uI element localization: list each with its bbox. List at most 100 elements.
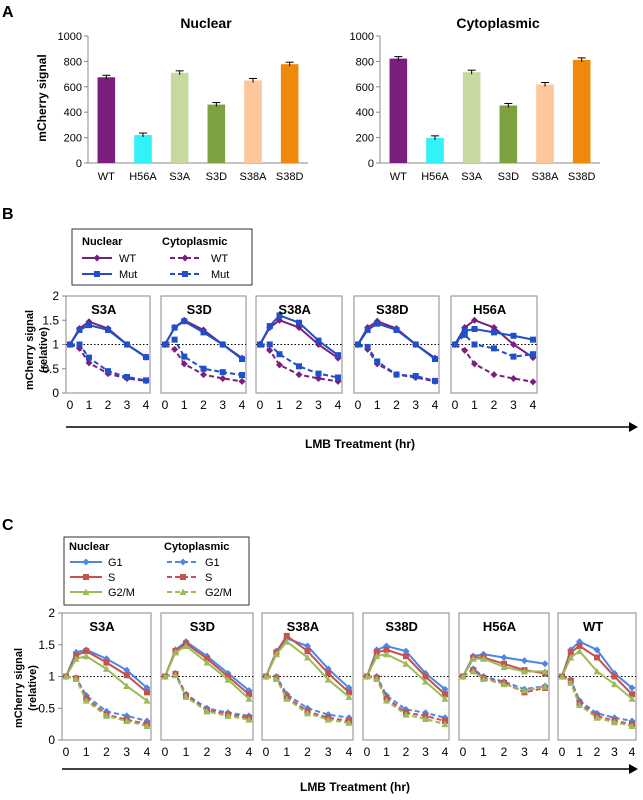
y-tick-label: 1000 — [58, 31, 82, 43]
x-tick-label: 0 — [257, 398, 264, 412]
series-cytoplasmic-mut-point — [162, 341, 168, 348]
series-cytoplasmic-mut-point — [219, 369, 226, 376]
series-cytoplasmic-mut-point — [124, 373, 130, 380]
series-nuclear-mut-point — [276, 312, 283, 319]
series-nuclear-g1-point — [500, 653, 508, 661]
series-nuclear-mut-point — [461, 327, 468, 334]
series-nuclear-s-point — [123, 672, 130, 679]
legend-b-mut-nuclear-marker — [94, 271, 100, 277]
subplot-title: S3A — [91, 302, 117, 317]
series-nuclear-g2-m-point — [373, 652, 381, 660]
series-nuclear-mut-point — [200, 329, 207, 336]
legend-b-wt-cyto-marker — [181, 254, 189, 262]
series-cytoplasmic-mut-point — [143, 377, 149, 384]
series-cytoplasmic-wt-point — [461, 346, 469, 354]
bar-chart-nuclear: Nuclear 0 200 400 600 800 1000 WT H56A S3A S3D S38A… — [58, 15, 308, 183]
series-cytoplasmic-mut-point — [335, 374, 341, 381]
series-cytoplasmic-g2-m-point — [203, 707, 211, 715]
series-cytoplasmic-g2-m-point — [480, 675, 487, 683]
x-tick-label: 4 — [143, 398, 150, 412]
series-cytoplasmic-g2-m-point — [576, 701, 583, 709]
series-cytoplasmic-g2-m-point — [593, 714, 601, 721]
b-subplot-s38a: 0 1 2 3 4 S38A — [255, 295, 343, 412]
series-nuclear-g2-m-point — [500, 663, 508, 670]
series-cytoplasmic-g2-m-point — [567, 679, 575, 686]
panel-label-c: C — [2, 517, 14, 534]
series-nuclear-g2-m-point — [567, 653, 575, 661]
series-nuclear-s-point — [144, 689, 150, 696]
series-cytoplasmic-g2-m-point — [272, 675, 280, 683]
legend-c-g1-nuclear: G1 — [108, 557, 123, 569]
series-nuclear-g1-point — [521, 657, 528, 665]
series-cytoplasmic-mut-point — [105, 368, 111, 375]
x-tick-label: 3 — [611, 745, 618, 759]
series-cytoplasmic-wt-point — [85, 359, 93, 367]
bar-h56a — [134, 135, 152, 163]
series-nuclear-s-point — [103, 659, 110, 666]
panel-b: B Nuclear Cytoplasmic WT Mut WT Mut mChe… — [2, 206, 638, 451]
series-cytoplasmic-mut-point — [471, 341, 478, 348]
legend-c-s-nuclear: S — [108, 572, 115, 584]
series-nuclear-mut-point — [219, 341, 226, 348]
x-tick-label: 4 — [629, 745, 636, 759]
series-nuclear-g2-m-point — [123, 682, 131, 690]
y-tick-label: 400 — [64, 107, 82, 119]
series-nuclear-g2-m-point — [422, 678, 429, 685]
series-nuclear-g1-point — [304, 642, 311, 650]
series-nuclear-wt-point — [471, 316, 478, 324]
series-nuclear-g2-m-point — [402, 660, 410, 667]
series-nuclear-mut-point — [266, 323, 273, 330]
series-nuclear-g2-m-point — [143, 697, 151, 704]
series-nuclear-g1-point — [593, 646, 601, 654]
subplot-title: S3D — [187, 302, 212, 317]
x-tick-label: 1 — [374, 398, 381, 412]
series-nuclear-s-point — [83, 648, 90, 655]
series-cytoplasmic-mut-point — [76, 341, 83, 348]
c-subplot-s3d: 0 1 2 3 4 S3D — [160, 612, 254, 759]
series-cytoplasmic-wt-point — [266, 346, 274, 354]
subplot-title: S3A — [89, 619, 115, 634]
legend-b-mut-nuclear: Mut — [119, 269, 137, 281]
series-nuclear-g1-point — [541, 660, 549, 668]
panel-c-ylabel-line2: (relative) — [27, 665, 39, 711]
x-tick-label: 0 — [263, 745, 270, 759]
series-nuclear-s-point — [594, 654, 600, 661]
x-tick-label: 3 — [510, 398, 517, 412]
bar-s3d — [499, 105, 518, 163]
panel-b-x-arrow — [66, 422, 638, 432]
b-subplot-h56a: 0 1 2 3 4 H56A — [450, 295, 538, 412]
series-cytoplasmic-wt-point — [180, 360, 188, 368]
series-cytoplasmic-g2-m-line — [561, 675, 633, 728]
series-nuclear-mut-point — [432, 356, 438, 363]
legend-c-g1-nuclear-marker — [82, 558, 90, 566]
x-tick-label: S38A — [532, 171, 560, 183]
x-tick-label: 3 — [325, 745, 332, 759]
series-cytoplasmic-wt-point — [315, 374, 322, 382]
series-nuclear-g2-m-point — [82, 652, 90, 660]
x-tick-label: S3A — [461, 171, 482, 183]
x-tick-label: 3 — [315, 398, 322, 412]
x-tick-label: S3A — [169, 171, 190, 183]
x-tick-label: 3 — [412, 398, 419, 412]
series-nuclear-s-point — [373, 649, 380, 656]
x-tick-label: 2 — [403, 745, 410, 759]
legend-c-g1-cyto: G1 — [205, 557, 220, 569]
series-nuclear-g2-m-point — [541, 667, 549, 675]
series-cytoplasmic-mut-point — [374, 358, 381, 365]
series-nuclear-mut-point — [296, 319, 302, 326]
series-cytoplasmic-g2-m-point — [441, 720, 449, 728]
series-nuclear-g1-point — [441, 685, 449, 693]
c-subplot-s38a: 0 1 2 3 4 S38A — [261, 612, 354, 759]
subplot-title: S38A — [287, 619, 320, 634]
chart-title-cytoplasmic: Cytoplasmic — [456, 15, 539, 31]
bar-s38d — [280, 64, 299, 163]
series-cytoplasmic-mut-point — [510, 353, 517, 360]
series-nuclear-g2-m-point — [245, 695, 253, 702]
series-cytoplasmic-mut-point — [393, 371, 400, 378]
c-y-tick-label: 0 — [48, 733, 55, 747]
x-tick-label: 1 — [576, 745, 583, 759]
series-cytoplasmic-mut-point — [355, 341, 361, 348]
